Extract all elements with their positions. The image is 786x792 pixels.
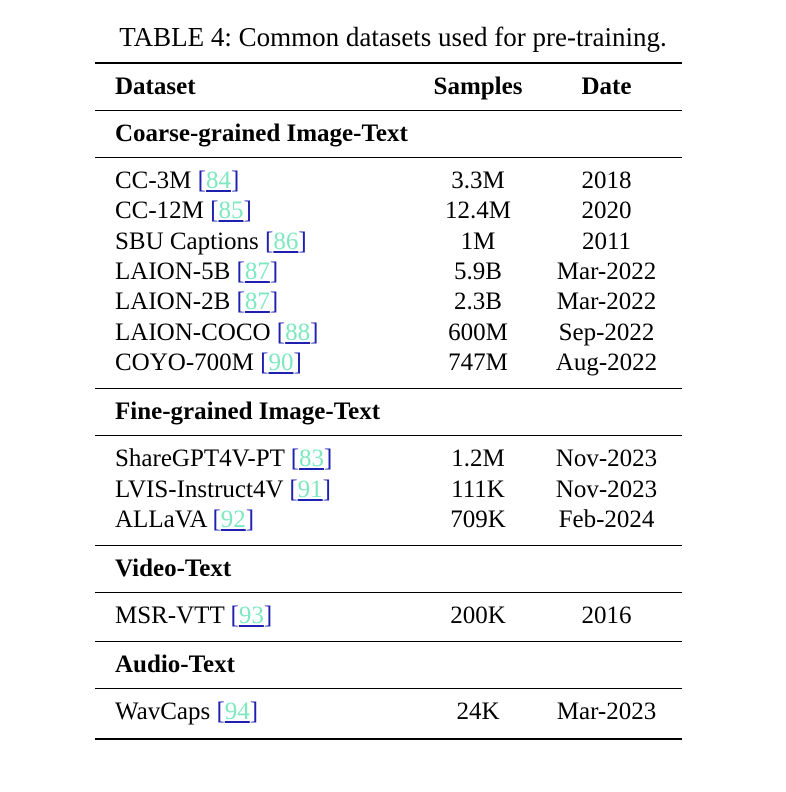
citation-link[interactable]: [85]: [210, 197, 252, 225]
dataset-name: ShareGPT4V-PT: [115, 445, 285, 473]
table-row: LAION-5B [87] 5.9B Mar-2022: [95, 257, 682, 287]
date-cell: 2018: [581, 167, 632, 195]
date-cell: Mar-2022: [556, 288, 657, 316]
dataset-cell: LAION-2B [87]: [95, 288, 415, 316]
header-dataset: Dataset: [115, 73, 196, 100]
date-cell: Feb-2024: [558, 505, 655, 533]
section-rows: WavCaps [94] 24K Mar-2023: [95, 689, 682, 737]
dataset-name: WavCaps: [115, 698, 211, 726]
samples-cell: 5.9B: [454, 258, 502, 286]
section-header: Audio-Text: [115, 651, 235, 679]
date-cell: 2011: [581, 227, 632, 255]
samples-cell: 3.3M: [451, 167, 505, 195]
citation-link[interactable]: [92]: [212, 505, 255, 533]
table-header: Dataset Samples Date: [95, 64, 682, 110]
section-rows: CC-3M [84] 3.3M 2018 CC-12M [85] 12.4M 2…: [95, 158, 682, 388]
dataset-cell: ShareGPT4V-PT [83]: [95, 445, 415, 473]
date-cell: Mar-2023: [556, 698, 657, 726]
dataset-cell: WavCaps [94]: [95, 698, 415, 726]
dataset-cell: CC-3M [84]: [95, 167, 415, 195]
dataset-cell: ALLaVA [92]: [95, 506, 415, 534]
citation-link[interactable]: [93]: [230, 602, 273, 630]
citation-link[interactable]: [84]: [197, 167, 240, 195]
dataset-name: CC-3M: [115, 167, 192, 195]
samples-cell: 747M: [448, 348, 508, 376]
dataset-name: LAION-2B: [115, 288, 231, 316]
datasets-table: Dataset Samples Date Coarse-grained Imag…: [95, 62, 682, 740]
section-header: Video-Text: [115, 554, 232, 582]
dataset-name: SBU Captions: [115, 227, 259, 255]
section-header: Coarse-grained Image-Text: [115, 120, 408, 147]
dataset-cell: COYO-700M [90]: [95, 349, 415, 377]
citation-link[interactable]: [87]: [236, 288, 279, 316]
dataset-cell: LAION-5B [87]: [95, 258, 415, 286]
bottom-rule: [95, 737, 682, 740]
samples-cell: 111K: [451, 475, 505, 503]
samples-cell: 1.2M: [451, 445, 505, 473]
citation-link[interactable]: [90]: [260, 348, 302, 376]
dataset-name: LAION-COCO: [115, 318, 271, 346]
dataset-cell: SBU Captions [86]: [95, 228, 415, 256]
table-row: COYO-700M [90] 747M Aug-2022: [95, 348, 682, 378]
header-date: Date: [581, 73, 632, 100]
samples-cell: 1M: [460, 227, 496, 255]
table-row: LVIS-Instruct4V [91] 111K Nov-2023: [95, 474, 682, 504]
table-row: LAION-COCO [88] 600M Sep-2022: [95, 317, 682, 347]
dataset-name: LAION-5B: [115, 258, 231, 286]
citation-link[interactable]: [86]: [265, 227, 307, 255]
citation-link[interactable]: [94]: [216, 698, 259, 726]
dataset-cell: CC-12M [85]: [95, 197, 415, 225]
samples-cell: 600M: [448, 318, 508, 346]
samples-cell: 24K: [456, 698, 500, 726]
dataset-name: MSR-VTT: [115, 602, 225, 630]
dataset-name: COYO-700M: [115, 348, 254, 376]
citation-link[interactable]: [83]: [290, 445, 333, 473]
date-cell: 2016: [581, 602, 632, 630]
date-cell: 2020: [581, 197, 632, 225]
date-cell: Sep-2022: [558, 318, 655, 346]
date-cell: Nov-2023: [555, 445, 658, 473]
dataset-name: CC-12M: [115, 197, 204, 225]
date-cell: Nov-2023: [555, 475, 658, 503]
date-cell: Mar-2022: [556, 258, 657, 286]
table-caption: TABLE 4: Common datasets used for pre-tr…: [119, 22, 667, 52]
citation-link[interactable]: [88]: [276, 318, 319, 346]
dataset-cell: MSR-VTT [93]: [95, 602, 415, 630]
samples-cell: 709K: [450, 505, 506, 533]
header-samples: Samples: [433, 73, 523, 100]
table-row: SBU Captions [86] 1M 2011: [95, 227, 682, 257]
samples-cell: 12.4M: [445, 197, 511, 225]
samples-cell: 2.3B: [454, 288, 502, 316]
dataset-name: LVIS-Instruct4V: [115, 475, 284, 503]
table-row: CC-3M [84] 3.3M 2018: [95, 166, 682, 196]
dataset-cell: LVIS-Instruct4V [91]: [95, 476, 415, 504]
dataset-name: ALLaVA: [115, 505, 207, 533]
table-row: ShareGPT4V-PT [83] 1.2M Nov-2023: [95, 444, 682, 474]
table-row: WavCaps [94] 24K Mar-2023: [95, 697, 682, 727]
section-header: Fine-grained Image-Text: [115, 398, 381, 426]
section-rows: MSR-VTT [93] 200K 2016: [95, 593, 682, 641]
date-cell: Aug-2022: [555, 348, 658, 376]
citation-link[interactable]: [87]: [236, 258, 279, 286]
samples-cell: 200K: [450, 602, 506, 630]
dataset-cell: LAION-COCO [88]: [95, 319, 415, 347]
table-row: ALLaVA [92] 709K Feb-2024: [95, 505, 682, 535]
table-row: CC-12M [85] 12.4M 2020: [95, 196, 682, 226]
citation-link[interactable]: [91]: [289, 475, 331, 503]
section-rows: ShareGPT4V-PT [83] 1.2M Nov-2023 LVIS-In…: [95, 436, 682, 545]
table-row: LAION-2B [87] 2.3B Mar-2022: [95, 287, 682, 317]
table-row: MSR-VTT [93] 200K 2016: [95, 601, 682, 631]
